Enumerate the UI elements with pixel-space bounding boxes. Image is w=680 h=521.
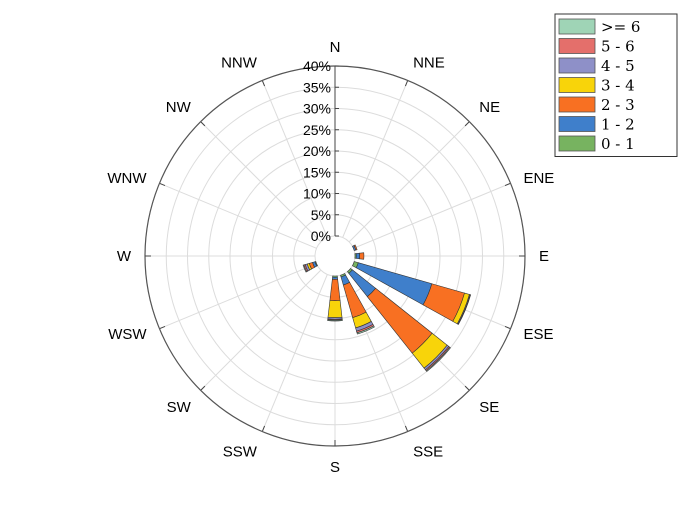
radial-tick-label: 20% [303, 143, 331, 159]
legend-label: 0 - 1 [601, 135, 635, 153]
bar-SE-_6 [425, 346, 451, 372]
radial-tick-label: 15% [303, 164, 331, 180]
legend-swatch [558, 77, 596, 93]
outer-tick [261, 80, 266, 87]
grid-spoke [342, 80, 409, 238]
direction-label-E: E [539, 248, 549, 265]
legend-label: 2 - 3 [601, 96, 635, 114]
grid-spoke [200, 121, 322, 243]
outer-tick [159, 325, 166, 330]
outer-tick [404, 425, 409, 432]
legend-label: >= 6 [601, 18, 640, 36]
outer-tick [261, 425, 266, 432]
direction-label-NNW: NNW [221, 55, 258, 72]
radial-tick-label: 25% [303, 122, 331, 138]
legend-swatch [558, 57, 596, 74]
legend-swatch [558, 135, 596, 152]
legend-label: 5 - 6 [601, 38, 635, 56]
direction-label-WSW: WSW [108, 326, 147, 343]
outer-tick [464, 385, 470, 391]
radial-tick-label: 30% [303, 101, 331, 117]
outer-tick [464, 121, 470, 127]
grid-spoke [261, 274, 328, 432]
legend-label: 3 - 4 [601, 77, 635, 95]
grid-spoke [159, 263, 317, 330]
legend-swatch [558, 18, 596, 35]
legend-swatch [558, 116, 596, 132]
grid-spoke [200, 269, 322, 391]
radial-tick-labels: 0% 5% 10% 15% 20% 25% 30% 35% 40% [303, 58, 331, 244]
legend: >= 6 5 - 64 - 5 3 - 42 - 3 1 - 20 - 1 [554, 13, 678, 157]
polar-grid [144, 65, 526, 447]
radial-tick-label: 5% [311, 207, 331, 223]
radial-tick-label: 35% [303, 79, 331, 95]
bar-S-2_3 [329, 278, 341, 301]
legend-swatch [558, 96, 596, 113]
bar-E-1_2 [355, 252, 360, 260]
grid-spoke [348, 121, 470, 243]
bar-ESE-5_6 [457, 294, 472, 325]
direction-label-N: N [330, 39, 341, 56]
wind-bars [302, 244, 472, 372]
bar-E-2_3 [359, 252, 365, 260]
direction-label-S: S [330, 459, 340, 476]
outer-tick [504, 182, 511, 187]
direction-label-NNE: NNE [413, 55, 445, 72]
direction-label-SE: SE [479, 399, 499, 416]
bar-S-3_4 [327, 300, 343, 318]
direction-label-SSE: SSE [413, 443, 443, 460]
grid-spoke [261, 80, 328, 238]
legend-label: 1 - 2 [601, 116, 635, 134]
direction-label-NW: NW [166, 99, 192, 116]
grid-spoke [353, 182, 511, 249]
radial-tick-label: 10% [303, 186, 331, 202]
direction-label-ENE: ENE [523, 170, 554, 187]
direction-label-WNW: WNW [107, 170, 147, 187]
bar-S-_6 [327, 319, 343, 322]
direction-label-W: W [117, 248, 132, 265]
outer-tick [404, 80, 409, 87]
bar-ENE-2_3 [353, 244, 358, 251]
direction-labels: N NNE NE ENE E ESE SE SSE S SSW SW WSW W WNW NW NNW [107, 39, 554, 476]
bar-WSW-_6 [302, 264, 308, 273]
outer-tick [504, 325, 511, 330]
radial-tick-label: 0% [311, 228, 331, 244]
direction-label-SW: SW [167, 399, 192, 416]
direction-label-ESE: ESE [523, 326, 553, 343]
direction-label-SSW: SSW [223, 443, 258, 460]
legend-label: 4 - 5 [601, 57, 635, 75]
outer-tick [200, 121, 206, 127]
outer-tick [159, 182, 166, 187]
grid-spoke [159, 182, 317, 249]
radial-tick-label: 40% [303, 58, 331, 74]
legend-swatch [558, 38, 596, 54]
bar-SSE-_6 [356, 325, 375, 335]
outer-tick [200, 385, 206, 391]
direction-label-NE: NE [479, 99, 500, 116]
